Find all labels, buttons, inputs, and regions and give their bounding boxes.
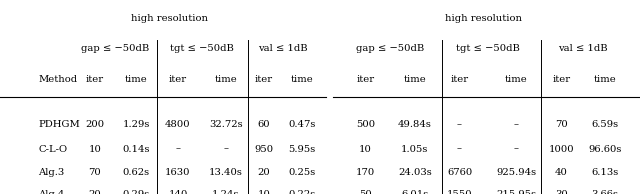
Text: 6.01s: 6.01s xyxy=(401,190,428,194)
Text: –: – xyxy=(457,120,462,129)
Text: val ≤ 1dB: val ≤ 1dB xyxy=(558,44,608,53)
Text: 32.72s: 32.72s xyxy=(209,120,243,129)
Text: time: time xyxy=(125,75,148,84)
Text: 4800: 4800 xyxy=(165,120,191,129)
Text: –: – xyxy=(457,145,462,153)
Text: 0.29s: 0.29s xyxy=(123,190,150,194)
Text: 10: 10 xyxy=(359,145,372,153)
Text: PDHGM: PDHGM xyxy=(38,120,80,129)
Text: 5.95s: 5.95s xyxy=(289,145,316,153)
Text: 49.84s: 49.84s xyxy=(398,120,431,129)
Text: time: time xyxy=(505,75,528,84)
Text: iter: iter xyxy=(356,75,374,84)
Text: 0.25s: 0.25s xyxy=(289,168,316,177)
Text: 30: 30 xyxy=(555,190,568,194)
Text: 215.95s: 215.95s xyxy=(497,190,536,194)
Text: 1.24s: 1.24s xyxy=(212,190,239,194)
Text: 13.40s: 13.40s xyxy=(209,168,243,177)
Text: Method: Method xyxy=(38,75,77,84)
Text: gap ≤ −50dB: gap ≤ −50dB xyxy=(356,44,424,53)
Text: 24.03s: 24.03s xyxy=(398,168,431,177)
Text: 140: 140 xyxy=(168,190,188,194)
Text: iter: iter xyxy=(86,75,104,84)
Text: 0.62s: 0.62s xyxy=(123,168,150,177)
Text: tgt ≤ −50dB: tgt ≤ −50dB xyxy=(170,44,234,53)
Text: 10: 10 xyxy=(257,190,270,194)
Text: C-L-O: C-L-O xyxy=(38,145,68,153)
Text: 10: 10 xyxy=(88,145,101,153)
Text: time: time xyxy=(403,75,426,84)
Text: Alg.4: Alg.4 xyxy=(38,190,65,194)
Text: 1550: 1550 xyxy=(447,190,472,194)
Text: 170: 170 xyxy=(356,168,375,177)
Text: val ≤ 1dB: val ≤ 1dB xyxy=(258,44,308,53)
Text: –: – xyxy=(514,145,519,153)
Text: 6.13s: 6.13s xyxy=(591,168,618,177)
Text: 70: 70 xyxy=(88,168,101,177)
Text: 925.94s: 925.94s xyxy=(497,168,536,177)
Text: 1.29s: 1.29s xyxy=(123,120,150,129)
Text: 40: 40 xyxy=(555,168,568,177)
Text: tgt ≤ −50dB: tgt ≤ −50dB xyxy=(456,44,520,53)
Text: iter: iter xyxy=(552,75,570,84)
Text: 3.66s: 3.66s xyxy=(591,190,618,194)
Text: gap ≤ −50dB: gap ≤ −50dB xyxy=(81,44,150,53)
Text: –: – xyxy=(223,145,228,153)
Text: 96.60s: 96.60s xyxy=(588,145,621,153)
Text: 1630: 1630 xyxy=(165,168,191,177)
Text: iter: iter xyxy=(169,75,187,84)
Text: high resolution: high resolution xyxy=(445,14,522,23)
Text: 60: 60 xyxy=(257,120,270,129)
Text: 50: 50 xyxy=(359,190,372,194)
Text: –: – xyxy=(514,120,519,129)
Text: time: time xyxy=(593,75,616,84)
Text: 6760: 6760 xyxy=(447,168,472,177)
Text: 6.59s: 6.59s xyxy=(591,120,618,129)
Text: Alg.3: Alg.3 xyxy=(38,168,65,177)
Text: 0.47s: 0.47s xyxy=(289,120,316,129)
Text: iter: iter xyxy=(255,75,273,84)
Text: high resolution: high resolution xyxy=(131,14,208,23)
Text: 20: 20 xyxy=(88,190,101,194)
Text: 1.05s: 1.05s xyxy=(401,145,428,153)
Text: time: time xyxy=(214,75,237,84)
Text: 500: 500 xyxy=(356,120,375,129)
Text: time: time xyxy=(291,75,314,84)
Text: –: – xyxy=(175,145,180,153)
Text: 0.14s: 0.14s xyxy=(123,145,150,153)
Text: 20: 20 xyxy=(257,168,270,177)
Text: 1000: 1000 xyxy=(548,145,574,153)
Text: 70: 70 xyxy=(555,120,568,129)
Text: 950: 950 xyxy=(254,145,273,153)
Text: 0.22s: 0.22s xyxy=(289,190,316,194)
Text: 200: 200 xyxy=(85,120,104,129)
Text: iter: iter xyxy=(451,75,468,84)
